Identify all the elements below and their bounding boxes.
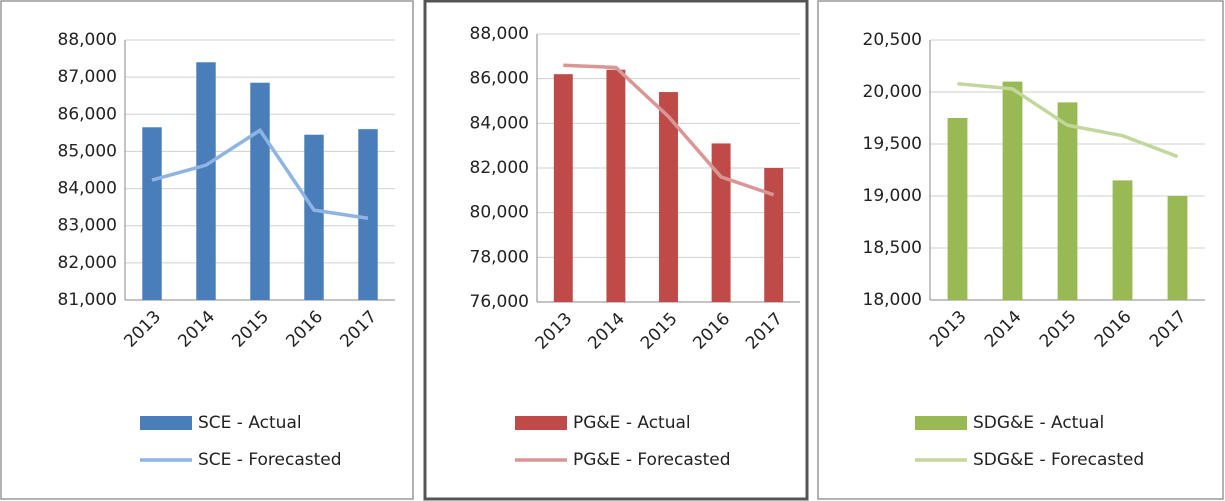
forecast-line [957, 81, 1179, 159]
y-tick-label: 20,500 [863, 30, 922, 50]
bar [196, 62, 216, 301]
legend-label: SDG&E - Actual [973, 413, 1104, 433]
y-tick-label: 20,000 [863, 82, 922, 102]
y-tick-label: 84,000 [470, 113, 529, 133]
legend-label: PG&E - Forecasted [573, 450, 731, 470]
bar [358, 129, 378, 300]
bar [606, 69, 626, 302]
bar [947, 118, 968, 300]
legend-swatch [915, 416, 967, 430]
bar [764, 168, 784, 302]
legend-label: SCE - Actual [198, 413, 302, 433]
bar [553, 74, 573, 302]
legend-label: SDG&E - Forecasted [973, 450, 1144, 470]
y-tick-label: 78,000 [470, 247, 529, 267]
y-tick-label: 88,000 [58, 30, 117, 50]
y-tick-label: 86,000 [58, 104, 117, 124]
forecast-line [563, 63, 775, 197]
bar [711, 143, 731, 302]
y-tick-label: 84,000 [58, 179, 117, 199]
bar [142, 127, 162, 301]
bar [1167, 196, 1188, 300]
y-tick-label: 86,000 [470, 69, 529, 89]
y-tick-label: 80,000 [470, 203, 529, 223]
y-tick-label: 85,000 [58, 141, 117, 161]
y-tick-label: 83,000 [58, 216, 117, 236]
y-tick-label: 18,000 [863, 290, 922, 310]
bar [250, 82, 270, 300]
y-tick-label: 19,000 [863, 186, 922, 206]
y-tick-label: 82,000 [58, 253, 117, 273]
y-tick-label: 87,000 [58, 67, 117, 87]
y-tick-label: 76,000 [470, 292, 529, 312]
bar [304, 134, 324, 300]
y-tick-label: 82,000 [470, 158, 529, 178]
legend-swatch [515, 416, 567, 430]
y-tick-label: 19,500 [863, 134, 922, 154]
bar [659, 92, 678, 302]
bar [1112, 180, 1133, 300]
forecast-line [151, 127, 369, 221]
y-tick-label: 81,000 [58, 290, 117, 310]
bar [1002, 81, 1023, 300]
y-tick-label: 88,000 [470, 24, 529, 44]
y-tick-label: 18,500 [863, 238, 922, 258]
legend-label: PG&E - Actual [573, 413, 691, 433]
bar [1057, 102, 1078, 301]
legend-swatch [140, 416, 192, 430]
legend-label: SCE - Forecasted [198, 450, 342, 470]
